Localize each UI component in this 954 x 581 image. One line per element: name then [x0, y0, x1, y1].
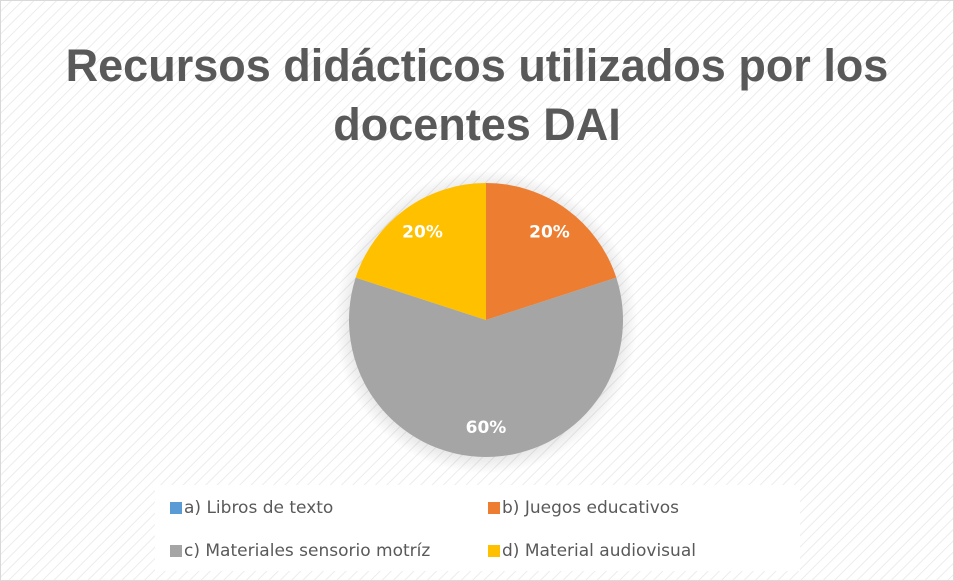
pie-slice — [486, 183, 617, 320]
pie-slice — [355, 183, 486, 320]
legend-label: c) Materiales sensorio motríz — [184, 541, 430, 561]
pie-slice — [348, 277, 623, 458]
legend-label: b) Juegos educativos — [502, 498, 679, 518]
data-label: 20% — [402, 223, 443, 243]
chart-title: Recursos didácticos utilizados por los d… — [65, 40, 889, 150]
legend-swatch — [170, 502, 182, 514]
legend-label: d) Material audiovisual — [502, 541, 696, 561]
legend-swatch — [488, 545, 500, 557]
data-label: 60% — [466, 418, 507, 438]
data-label: 20% — [529, 223, 570, 243]
legend-swatch — [488, 502, 500, 514]
legend-swatch — [170, 545, 182, 557]
legend-label: a) Libros de texto — [184, 498, 333, 518]
legend-box — [155, 485, 800, 571]
